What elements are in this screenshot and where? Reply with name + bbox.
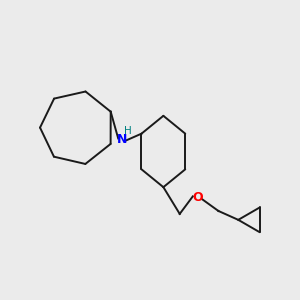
Text: N: N	[117, 133, 127, 146]
Text: O: O	[192, 191, 203, 204]
Text: H: H	[124, 126, 132, 136]
